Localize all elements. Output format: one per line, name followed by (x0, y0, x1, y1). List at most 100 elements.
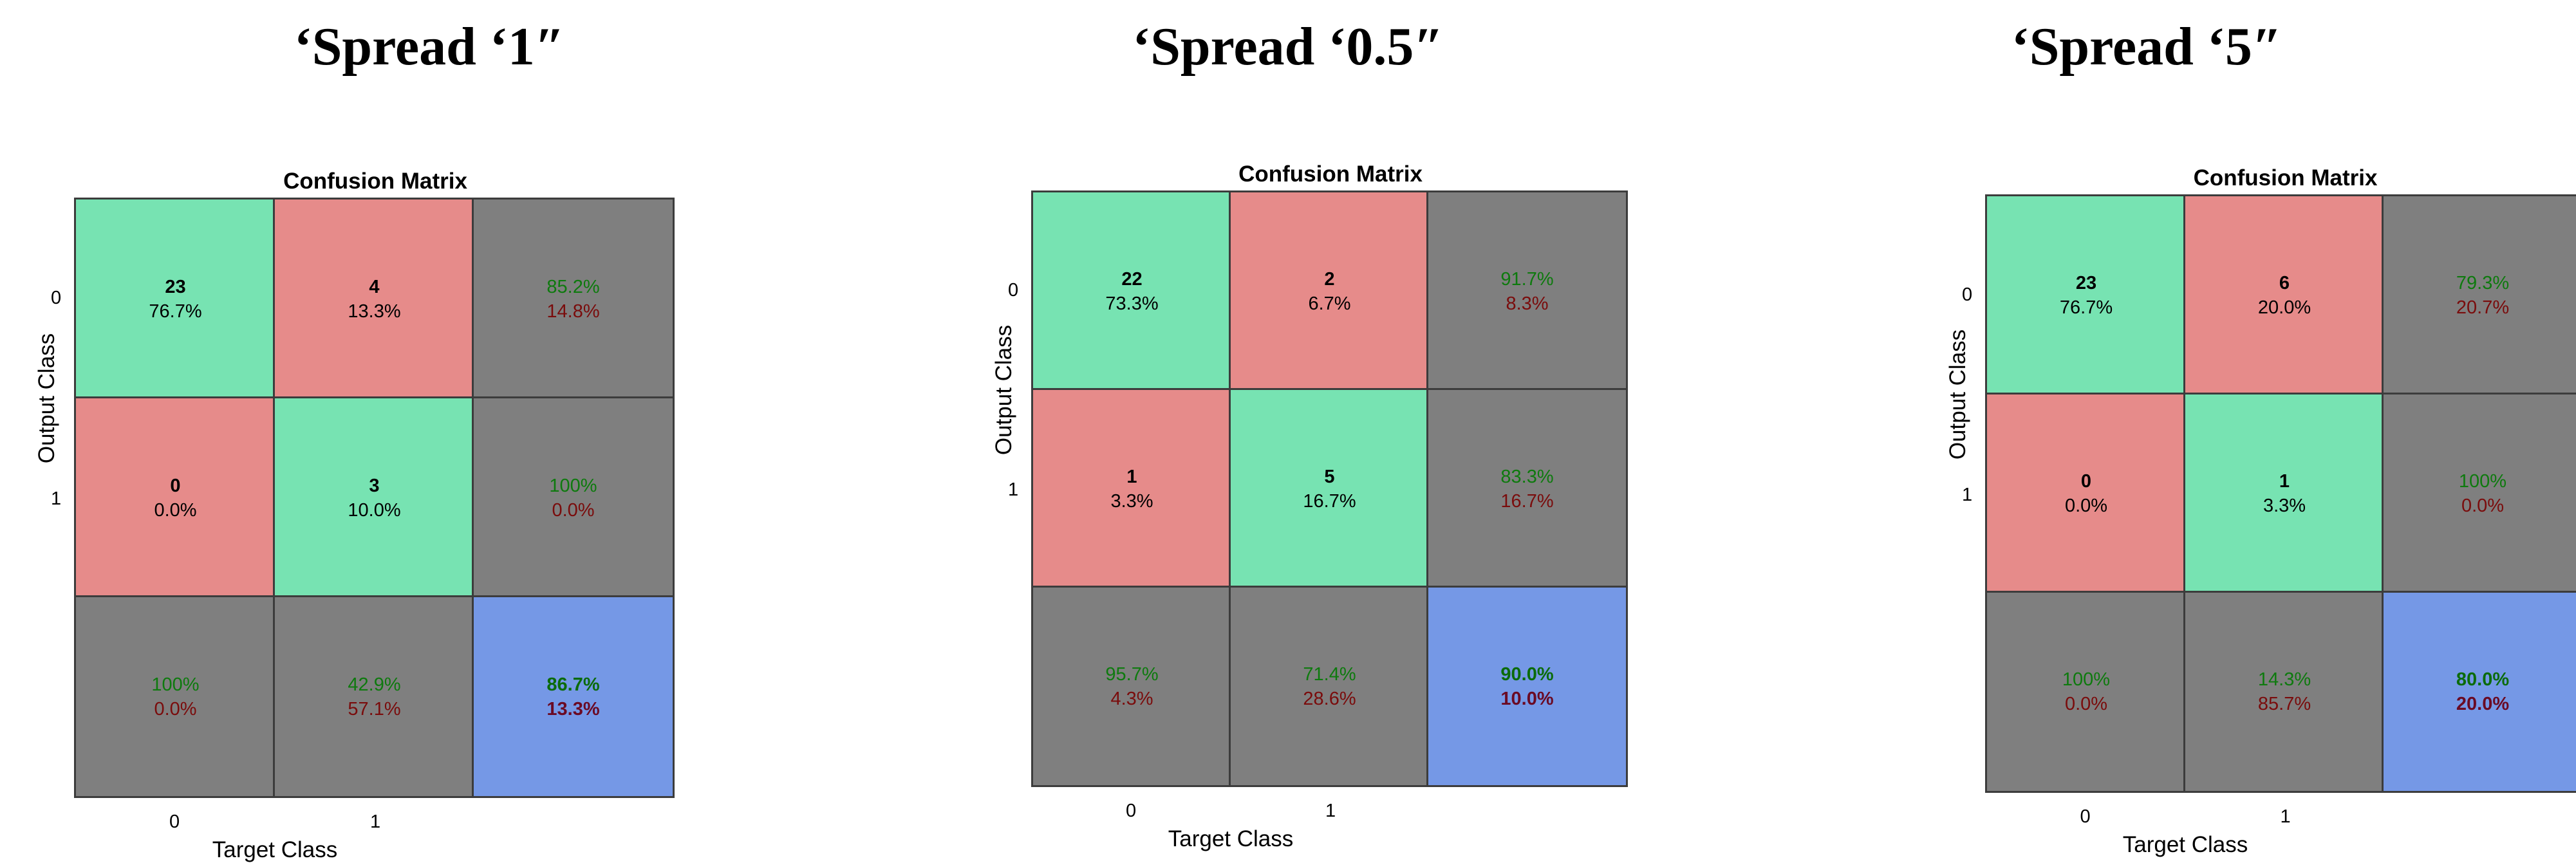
precision-value: 100% (2459, 469, 2506, 494)
column-summary-cell: 71.4%28.6% (1229, 586, 1430, 787)
recall-value: 14.3% (2258, 667, 2311, 692)
cell-count: 4 (369, 275, 379, 299)
cell-count: 1 (1126, 465, 1137, 489)
cell-percent: 3.3% (2263, 494, 2306, 518)
y-tick-label: 1 (51, 488, 61, 510)
error-value: 0.0% (154, 697, 196, 721)
cell-percent: 3.3% (1110, 489, 1153, 514)
matrix-title: Confusion Matrix (901, 162, 1760, 187)
matrix-title: Confusion Matrix (1856, 165, 2576, 191)
cell-count: 23 (2076, 271, 2096, 295)
row-summary-cell: 91.7%8.3% (1426, 190, 1628, 392)
x-axis-label: Target Class (1031, 826, 1430, 852)
recall-value: 95.7% (1105, 662, 1158, 687)
x-tick-label: 0 (2080, 806, 2091, 828)
y-tick-label: 0 (1962, 284, 1972, 306)
x-tick-label: 1 (1325, 801, 1336, 822)
cell-count: 22 (1121, 267, 1142, 292)
x-tick-label: 0 (169, 812, 180, 833)
precision-value: 85.2% (546, 275, 599, 299)
cell-count: 0 (2081, 469, 2091, 494)
error-value: 14.8% (546, 299, 599, 324)
cell-percent: 0.0% (154, 498, 196, 523)
x-tick-label: 1 (2281, 806, 2291, 828)
recall-value: 71.4% (1303, 662, 1356, 687)
accuracy-value: 90.0% (1500, 662, 1553, 687)
cell-percent: 73.3% (1105, 292, 1158, 316)
cell-percent: 76.7% (2060, 295, 2113, 320)
column-summary-cell: 100%0.0% (1985, 591, 2187, 793)
cell-percent: 10.0% (348, 498, 400, 523)
error-value: 13.3% (546, 697, 599, 721)
row-summary-cell: 83.3%16.7% (1426, 388, 1628, 589)
precision-value: 91.7% (1500, 267, 1553, 292)
recall-value: 42.9% (348, 673, 400, 697)
overall-accuracy-cell: 90.0%10.0% (1426, 586, 1628, 787)
precision-value: 79.3% (2456, 271, 2509, 295)
row-summary-cell: 79.3%20.7% (2382, 194, 2576, 396)
column-summary-cell: 100%0.0% (74, 595, 277, 798)
cell-count: 23 (165, 275, 185, 299)
y-axis-label: Output Class (1945, 317, 1971, 472)
cell-count: 6 (2279, 271, 2290, 295)
recall-value: 100% (2062, 667, 2110, 692)
column-summary-cell: 14.3%85.7% (2183, 591, 2385, 793)
panel-heading: ‘Spread ‘5″ (1717, 12, 2576, 82)
recall-value: 100% (151, 673, 199, 697)
y-tick-label: 0 (1008, 280, 1018, 301)
error-value: 20.0% (2456, 692, 2509, 716)
accuracy-value: 80.0% (2456, 667, 2509, 692)
row-summary-cell: 100%0.0% (472, 396, 675, 599)
cell-count: 5 (1324, 465, 1334, 489)
cell-percent: 13.3% (348, 299, 400, 324)
error-value: 85.7% (2258, 692, 2311, 716)
error-value: 0.0% (2065, 692, 2107, 716)
cell-count: 2 (1324, 267, 1334, 292)
overall-accuracy-cell: 80.0%20.0% (2382, 591, 2576, 793)
x-axis-label: Target Class (74, 837, 476, 863)
cell-percent: 20.0% (2258, 295, 2311, 320)
error-value: 10.0% (1500, 687, 1553, 711)
y-tick-label: 1 (1008, 479, 1018, 501)
x-tick-label: 1 (370, 812, 380, 833)
error-value: 8.3% (1506, 292, 1548, 316)
overall-accuracy-cell: 86.7%13.3% (472, 595, 675, 798)
cell-percent: 6.7% (1308, 292, 1350, 316)
x-axis-label: Target Class (1985, 832, 2385, 858)
panel-heading: ‘Spread ‘1″ (0, 12, 859, 82)
row-summary-cell: 100%0.0% (2382, 393, 2576, 595)
error-value: 0.0% (552, 498, 594, 523)
y-axis-label: Output Class (991, 313, 1017, 467)
cell-percent: 76.7% (149, 299, 201, 324)
panel-heading: ‘Spread ‘0.5″ (859, 12, 1717, 82)
cell-percent: 16.7% (1303, 489, 1356, 514)
precision-value: 100% (549, 474, 597, 498)
cell-count: 3 (369, 474, 379, 498)
precision-value: 83.3% (1500, 465, 1553, 489)
row-summary-cell: 85.2%14.8% (472, 198, 675, 400)
cell-count: 0 (170, 474, 180, 498)
accuracy-value: 86.7% (546, 673, 599, 697)
error-value: 57.1% (348, 697, 400, 721)
matrix-title: Confusion Matrix (0, 169, 805, 194)
error-value: 28.6% (1303, 687, 1356, 711)
column-summary-cell: 42.9%57.1% (273, 595, 476, 798)
